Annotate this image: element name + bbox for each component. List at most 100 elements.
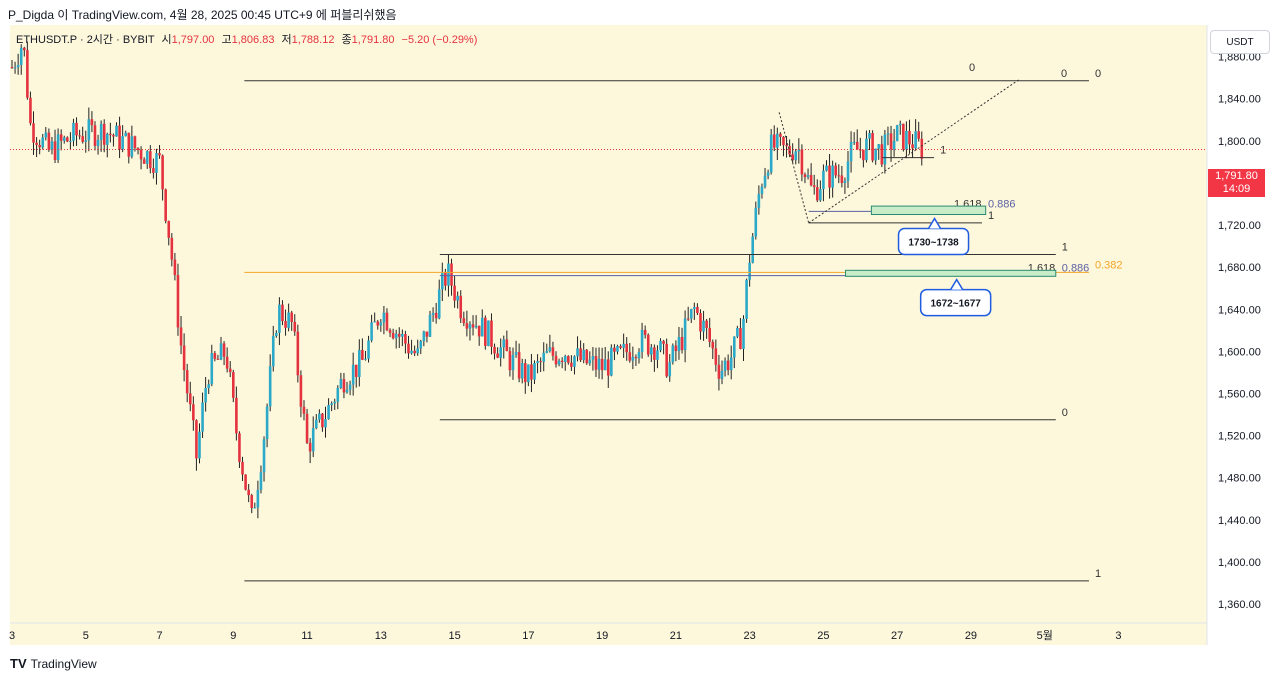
candle-body — [889, 133, 893, 150]
candle-body — [917, 131, 921, 139]
candle-body — [671, 345, 675, 363]
candle-body — [576, 348, 579, 357]
time-tick-label: 11 — [301, 630, 312, 642]
candle-body — [843, 180, 847, 184]
candle-body — [219, 343, 223, 360]
candle-body — [815, 187, 819, 201]
candle-body — [640, 329, 644, 353]
candle-body — [419, 341, 423, 349]
candle-body — [201, 402, 204, 432]
candle-body — [271, 336, 275, 367]
candle-body — [302, 406, 306, 414]
candle-body — [717, 364, 721, 379]
candle-body — [548, 347, 552, 352]
candle-body — [545, 351, 549, 353]
candle-body — [732, 336, 736, 358]
candle-body — [800, 149, 804, 175]
time-tick-label: 19 — [596, 630, 608, 642]
last-price-tag: 1,791.80 14:09 — [1208, 169, 1265, 197]
candle-body — [480, 317, 484, 337]
price-tick-label: 1,800.00 — [1218, 136, 1261, 148]
time-tick-label: 17 — [522, 630, 534, 642]
candle-body — [379, 322, 383, 326]
legend-close-label: 종 — [342, 34, 352, 46]
candle-body — [182, 345, 186, 371]
candle-body — [96, 139, 100, 146]
candle-body — [560, 360, 564, 363]
candle-body — [84, 140, 88, 142]
candle-body — [551, 347, 555, 356]
time-tick-label: 5월 — [1037, 629, 1053, 642]
fib-level-label: 0 — [1062, 407, 1068, 419]
candle-body — [806, 175, 810, 178]
candle-body — [373, 321, 376, 323]
candle-body — [22, 47, 26, 51]
time-tick-label: 3 — [1115, 630, 1121, 642]
target-zone — [845, 269, 1057, 277]
candle-body — [819, 189, 822, 201]
candle-body — [902, 123, 905, 150]
candle-body — [693, 306, 696, 310]
candle-body — [702, 320, 705, 332]
candle-body — [809, 175, 813, 186]
candle-body — [176, 275, 180, 328]
candle-body — [920, 138, 924, 159]
legend-low-label: 저 — [282, 33, 292, 46]
candle-body — [13, 67, 17, 69]
candle-body — [855, 141, 859, 150]
candle-body — [585, 349, 589, 364]
candle-body — [348, 384, 352, 390]
candle-body — [241, 461, 244, 475]
fib-level-label: 1 — [940, 145, 946, 157]
candle-body — [425, 331, 429, 337]
candle-body — [760, 186, 764, 194]
candle-body — [354, 364, 358, 377]
time-tick-label: 5 — [83, 630, 89, 642]
candle-body — [216, 358, 220, 360]
candle-body — [533, 363, 536, 380]
time-axis-ticks: 3 5 7 9 11 13 15 17 19 21 23 25 27 29 5월 3 — [9, 629, 1122, 642]
candle-body — [296, 331, 300, 376]
candle-body — [235, 397, 238, 434]
candle-body — [772, 134, 776, 148]
candle-body — [41, 137, 45, 148]
candle-body — [812, 185, 816, 188]
candle-body — [523, 363, 527, 383]
candle-body — [868, 133, 871, 139]
bar-countdown: 14:09 — [1222, 183, 1251, 195]
candle-body — [723, 360, 727, 371]
candle-body — [318, 413, 321, 420]
candle-body — [871, 133, 874, 161]
price-tick-label: 1,400.00 — [1218, 557, 1261, 569]
candle-body — [557, 360, 561, 365]
candle-body — [204, 388, 207, 403]
candle-body — [308, 442, 312, 452]
candle-body — [619, 346, 622, 348]
candle-body — [653, 347, 656, 360]
currency-selector[interactable]: USDT — [1210, 30, 1270, 54]
candle-body — [299, 375, 303, 407]
candle-body — [130, 136, 134, 157]
price-tick-label: 1,640.00 — [1218, 304, 1261, 316]
candle-body — [26, 50, 29, 98]
candle-body — [358, 349, 361, 377]
candle-body — [188, 393, 192, 405]
candle-body — [766, 172, 770, 176]
candle-body — [474, 325, 478, 328]
candle-body — [689, 309, 693, 319]
candle-body — [895, 125, 899, 141]
candle-body — [155, 153, 158, 173]
candle-body — [886, 133, 890, 135]
candle-body — [754, 207, 758, 237]
candle-body — [705, 320, 708, 329]
chart-background — [10, 25, 1207, 623]
tradingview-brand: TV TradingView — [10, 656, 97, 671]
candle-body — [674, 345, 678, 352]
candle-body — [600, 358, 604, 371]
candle-body — [745, 279, 748, 319]
candle-body — [892, 140, 896, 150]
candle-body — [748, 262, 751, 280]
candle-body — [520, 363, 524, 379]
candle-body — [837, 175, 841, 177]
